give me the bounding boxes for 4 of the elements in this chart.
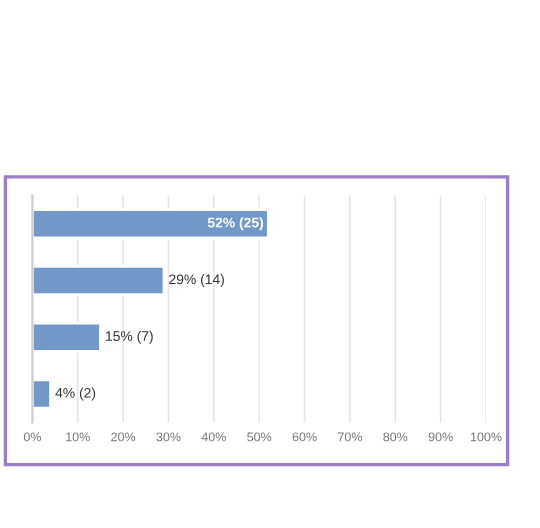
bar bbox=[32, 264, 166, 297]
bar bbox=[32, 321, 102, 353]
bar bbox=[32, 378, 52, 410]
bar bbox=[32, 208, 270, 240]
